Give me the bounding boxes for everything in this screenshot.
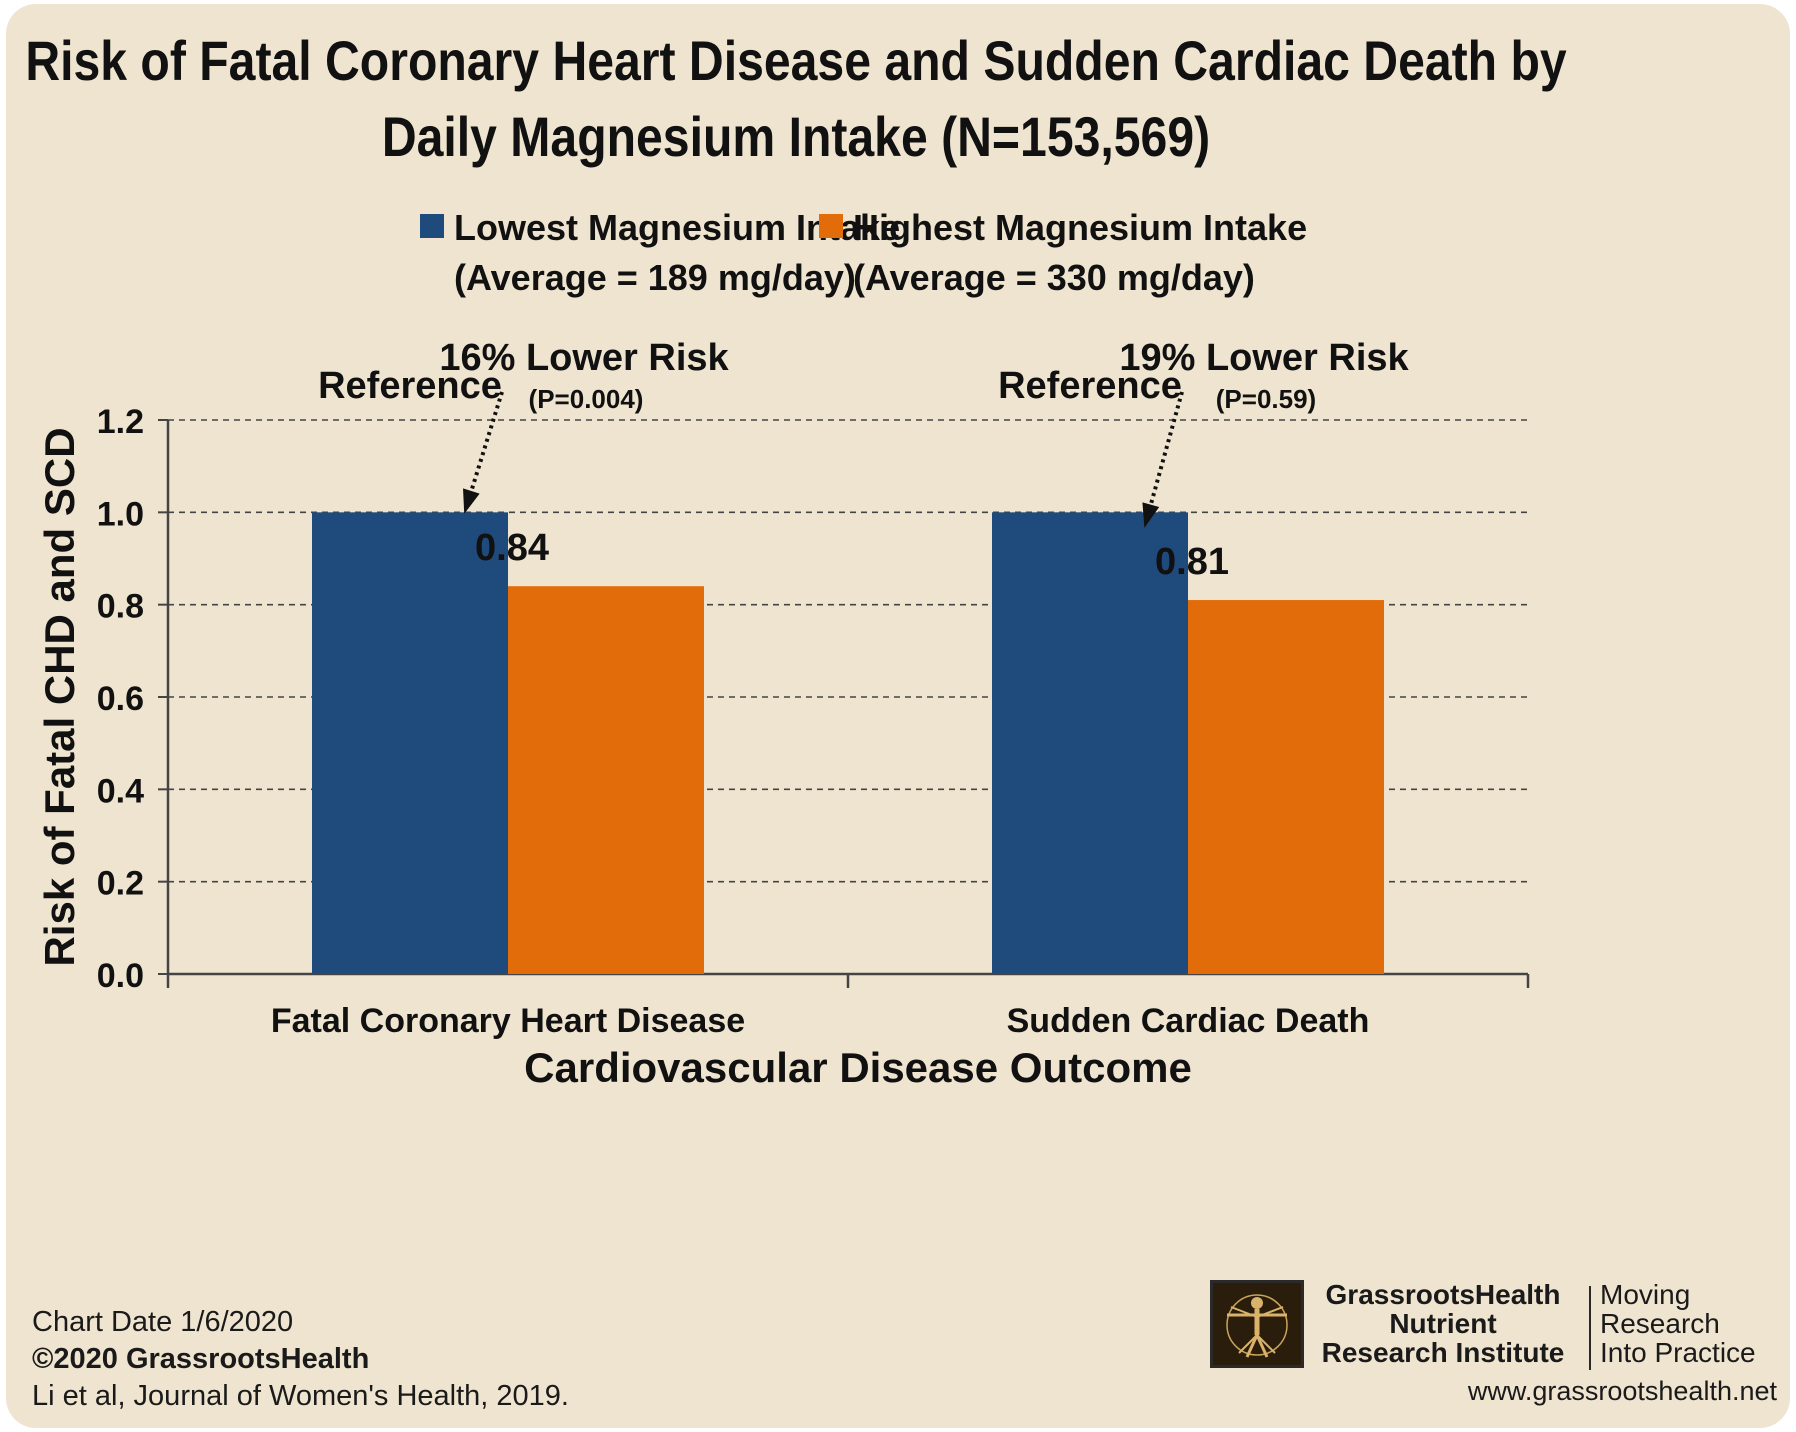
chart-title-line-2: Daily Magnesium Intake (N=153,569)	[382, 107, 1210, 169]
lower-risk-label-2: 19% Lower Risk	[1119, 337, 1409, 379]
legend-swatch-1	[420, 214, 444, 238]
y-tick-label: 0.4	[97, 772, 144, 810]
y-tick-label: 0.0	[97, 957, 144, 995]
y-tick-label: 1.2	[97, 403, 144, 441]
value-label-1: 0.84	[475, 527, 549, 569]
arrowhead-icon	[1142, 502, 1160, 528]
citation: Li et al, Journal of Women's Health, 201…	[32, 1380, 569, 1412]
bar-highest-1	[508, 586, 704, 974]
org-line-1: GrassrootsHealth	[1325, 1279, 1561, 1310]
legend-label-2: Highest Magnesium Intake	[853, 207, 1307, 248]
y-tick-label: 0.6	[97, 680, 144, 718]
bar-highest-2	[1188, 600, 1384, 974]
org-name: GrassrootsHealth Nutrient Research Insti…	[1312, 1280, 1574, 1367]
bar-lowest-1	[312, 512, 508, 974]
copyright: ©2020 GrassrootsHealth	[32, 1343, 370, 1375]
website-link[interactable]: www.grassrootshealth.net	[1467, 1376, 1777, 1406]
annotation-arrow-1	[464, 391, 504, 509]
tagline-line-2: Research	[1600, 1308, 1720, 1339]
arrowhead-icon	[463, 488, 480, 514]
tagline: Moving Research Into Practice	[1600, 1280, 1756, 1367]
org-line-2: Nutrient	[1389, 1308, 1497, 1339]
tagline-line-3: Into Practice	[1600, 1337, 1756, 1368]
logo-divider	[1589, 1286, 1591, 1370]
value-label-2: 0.81	[1155, 541, 1229, 583]
tagline-line-1: Moving	[1600, 1279, 1691, 1310]
y-tick-label: 0.8	[97, 588, 144, 626]
chart-title-line-1: Risk of Fatal Coronary Heart Disease and…	[25, 31, 1566, 93]
chart-svg: Risk of Fatal Coronary Heart Disease and…	[25, 31, 1566, 1091]
p-value-label-2: (P=0.59)	[1216, 384, 1316, 414]
x-axis-title: Cardiovascular Disease Outcome	[524, 1044, 1192, 1091]
chart-card: Risk of Fatal Coronary Heart Disease and…	[6, 4, 1790, 1428]
chart-date: Chart Date 1/6/2020	[32, 1306, 294, 1338]
y-tick-label: 1.0	[97, 495, 144, 533]
footer-info: Chart Date 1/6/2020 ©2020 GrassrootsHeal…	[32, 1304, 569, 1415]
org-line-3: Research Institute	[1321, 1337, 1565, 1368]
vitruvian-logo-icon	[1210, 1280, 1304, 1368]
legend-sublabel-2: (Average = 330 mg/day)	[853, 257, 1255, 298]
lower-risk-label-1: 16% Lower Risk	[439, 337, 729, 379]
y-axis-title: Risk of Fatal CHD and SCD	[36, 427, 83, 966]
reference-label-1: Reference	[318, 365, 502, 407]
legend-swatch-2	[819, 214, 843, 238]
x-tick-label-2: Sudden Cardiac Death	[1007, 1002, 1370, 1040]
annotation-arrow-2	[1144, 391, 1184, 523]
reference-label-2: Reference	[998, 365, 1182, 407]
x-tick-label-1: Fatal Coronary Heart Disease	[271, 1002, 745, 1040]
bar-lowest-2	[992, 512, 1188, 974]
legend-sublabel-1: (Average = 189 mg/day)	[454, 257, 856, 298]
y-tick-label: 0.2	[97, 865, 144, 903]
p-value-label-1: (P=0.004)	[529, 384, 644, 414]
